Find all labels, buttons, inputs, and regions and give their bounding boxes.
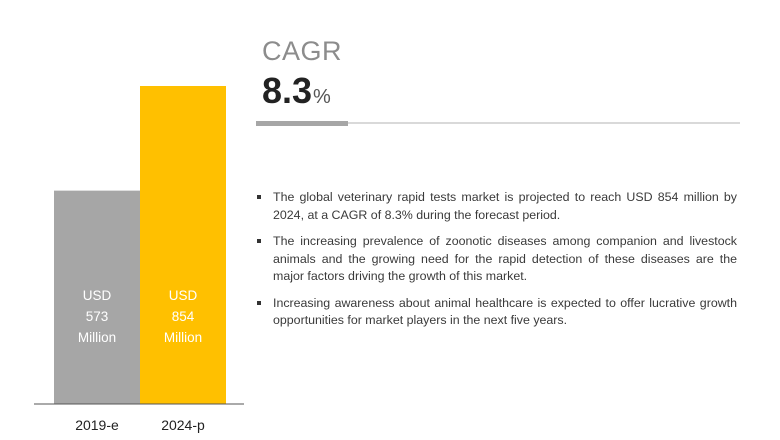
bar-data-label: 854: [172, 309, 195, 324]
bar-data-label: USD: [169, 288, 198, 303]
cagr-value: 8.3%: [262, 70, 331, 112]
bar-2019-e: [54, 190, 140, 404]
bullet-item: The increasing prevalence of zoonotic di…: [257, 233, 737, 286]
cagr-label: CAGR: [262, 36, 343, 66]
x-tick-label: 2024-p: [161, 417, 205, 433]
bar-data-label: Million: [164, 330, 202, 345]
cagr-unit: %: [313, 86, 331, 108]
bullet-icon: [257, 195, 261, 199]
key-findings-list: The global veterinary rapid tests market…: [257, 189, 737, 339]
cagr-number: 8.3: [262, 70, 313, 111]
x-tick-label: 2019-e: [75, 417, 119, 433]
bar-chart: USD 573 Million 2019-e USD 854 Million 2024-p: [34, 86, 244, 433]
bar-2024-p: [140, 86, 226, 404]
cagr-divider-accent: [256, 121, 348, 126]
bar-data-label: Million: [78, 330, 116, 345]
bar-data-label: 573: [86, 309, 109, 324]
bullet-text: The global veterinary rapid tests market…: [273, 190, 737, 222]
cagr-divider: [256, 122, 740, 124]
bullet-icon: [257, 239, 261, 243]
bullet-icon: [257, 300, 261, 305]
bar-data-label: USD: [83, 288, 112, 303]
bullet-text: The increasing prevalence of zoonotic di…: [273, 234, 737, 283]
bullet-item: The global veterinary rapid tests market…: [257, 189, 737, 224]
bullet-text: Increasing awareness about animal health…: [273, 295, 737, 328]
bullet-item: Increasing awareness about animal health…: [257, 295, 737, 330]
